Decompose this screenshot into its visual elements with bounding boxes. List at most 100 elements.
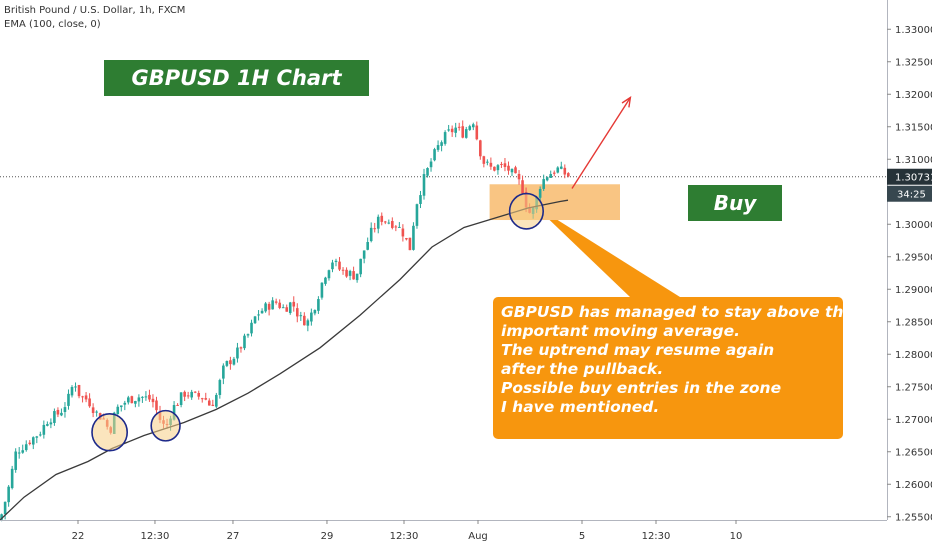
candle-body [7,486,10,503]
buy-area-label: Buy Area [688,185,782,251]
note-line: important moving average. [501,322,740,340]
candle-body [514,167,517,174]
candle-body [31,437,35,445]
candle-body [144,396,148,398]
candle-body [17,452,21,454]
candle-body [422,174,426,196]
candle-body [271,300,274,310]
candle-body [176,404,179,406]
candle-body [250,322,253,334]
candle-body [380,215,384,222]
countdown-text: 34:25 [897,190,926,201]
candle-body [320,282,324,298]
candle-body [486,161,489,163]
last-price-badge [887,168,932,185]
candle-body [197,392,201,397]
candle-body [91,407,95,414]
chart-legend: British Pound / U.S. Dollar, 1h, FXCM EM… [4,4,185,32]
candle-body [243,335,246,349]
y-tick-label: 1.29500 [895,252,932,263]
symbol-label[interactable]: British Pound / U.S. Dollar, 1h, FXCM [4,5,186,16]
trend-arrow [571,96,632,189]
chart-title: GBPUSD 1H Chart Analysis [104,60,369,126]
candle-body [545,177,549,181]
candle-body [155,400,158,411]
candle-body [299,315,303,317]
candle-body [193,391,197,393]
candle-body [510,168,514,173]
candle-body [338,261,341,270]
candle-body [295,308,299,317]
candle-body [292,301,296,307]
candle-body [369,227,373,242]
x-tick-label: Aug [468,531,488,542]
y-tick-label: 1.30000 [895,220,932,231]
candle-body [317,299,320,311]
candle-body [119,405,123,408]
candle-body [362,250,366,259]
callout-pointer [549,220,680,297]
candle-body [366,242,369,250]
note-line: after the pullback. [501,360,664,378]
candle-body [398,226,401,228]
candle-body [471,124,475,128]
candle-body [383,221,387,223]
candle-body [334,260,338,262]
candle-body [563,167,567,175]
candle-body [21,450,25,453]
note-pointer [549,220,680,297]
candle-body [88,398,91,407]
candle-body [215,394,218,407]
candle-body [538,188,542,198]
indicator-label[interactable]: EMA (100, close, 0) [4,19,101,30]
analysis-note: GBPUSD has managed to stay above the imp… [493,297,854,439]
x-tick-label: 27 [227,531,240,542]
candle-body [172,405,176,420]
candle-body [503,163,507,167]
candle-body [401,228,405,237]
candle-body [35,436,39,438]
candle-body [394,226,398,228]
candle-body [461,126,465,138]
candle-body [447,129,450,131]
candle-body [264,303,267,312]
last-price-text: 1.30731 [895,173,932,184]
y-tick-label: 1.32500 [895,57,932,68]
candle-body [440,142,443,146]
x-tick-label: 12:30 [141,531,170,542]
candle-body [549,174,553,178]
candle-body [552,172,556,174]
candle-body [116,406,120,415]
candle-body [482,156,486,164]
countdown-badge [887,185,932,202]
note-line: Possible buy entries in the zone [501,379,782,397]
candle-body [352,271,355,280]
candle-body [327,270,331,279]
candle-body [84,395,88,400]
candle-body [274,301,278,303]
candle-body [433,149,436,161]
candle-body [429,161,433,168]
candle-body [218,380,222,395]
candle-body [148,394,151,400]
candle-body [222,365,225,379]
candle-body [415,204,419,226]
candle-body [95,411,98,413]
candle-body [556,167,560,173]
candle-body [56,409,60,415]
candle-body [207,400,211,406]
candle-body [517,173,521,180]
y-tick-label: 1.31500 [895,122,932,133]
candle-body [14,451,17,470]
candle-body [542,179,545,189]
candle-body [253,316,257,324]
candle-body [306,320,310,326]
candle-body [405,238,408,240]
candle-body [10,468,14,489]
candle-body [123,402,127,405]
candles [0,120,570,522]
x-tick-label: 10 [730,531,743,542]
